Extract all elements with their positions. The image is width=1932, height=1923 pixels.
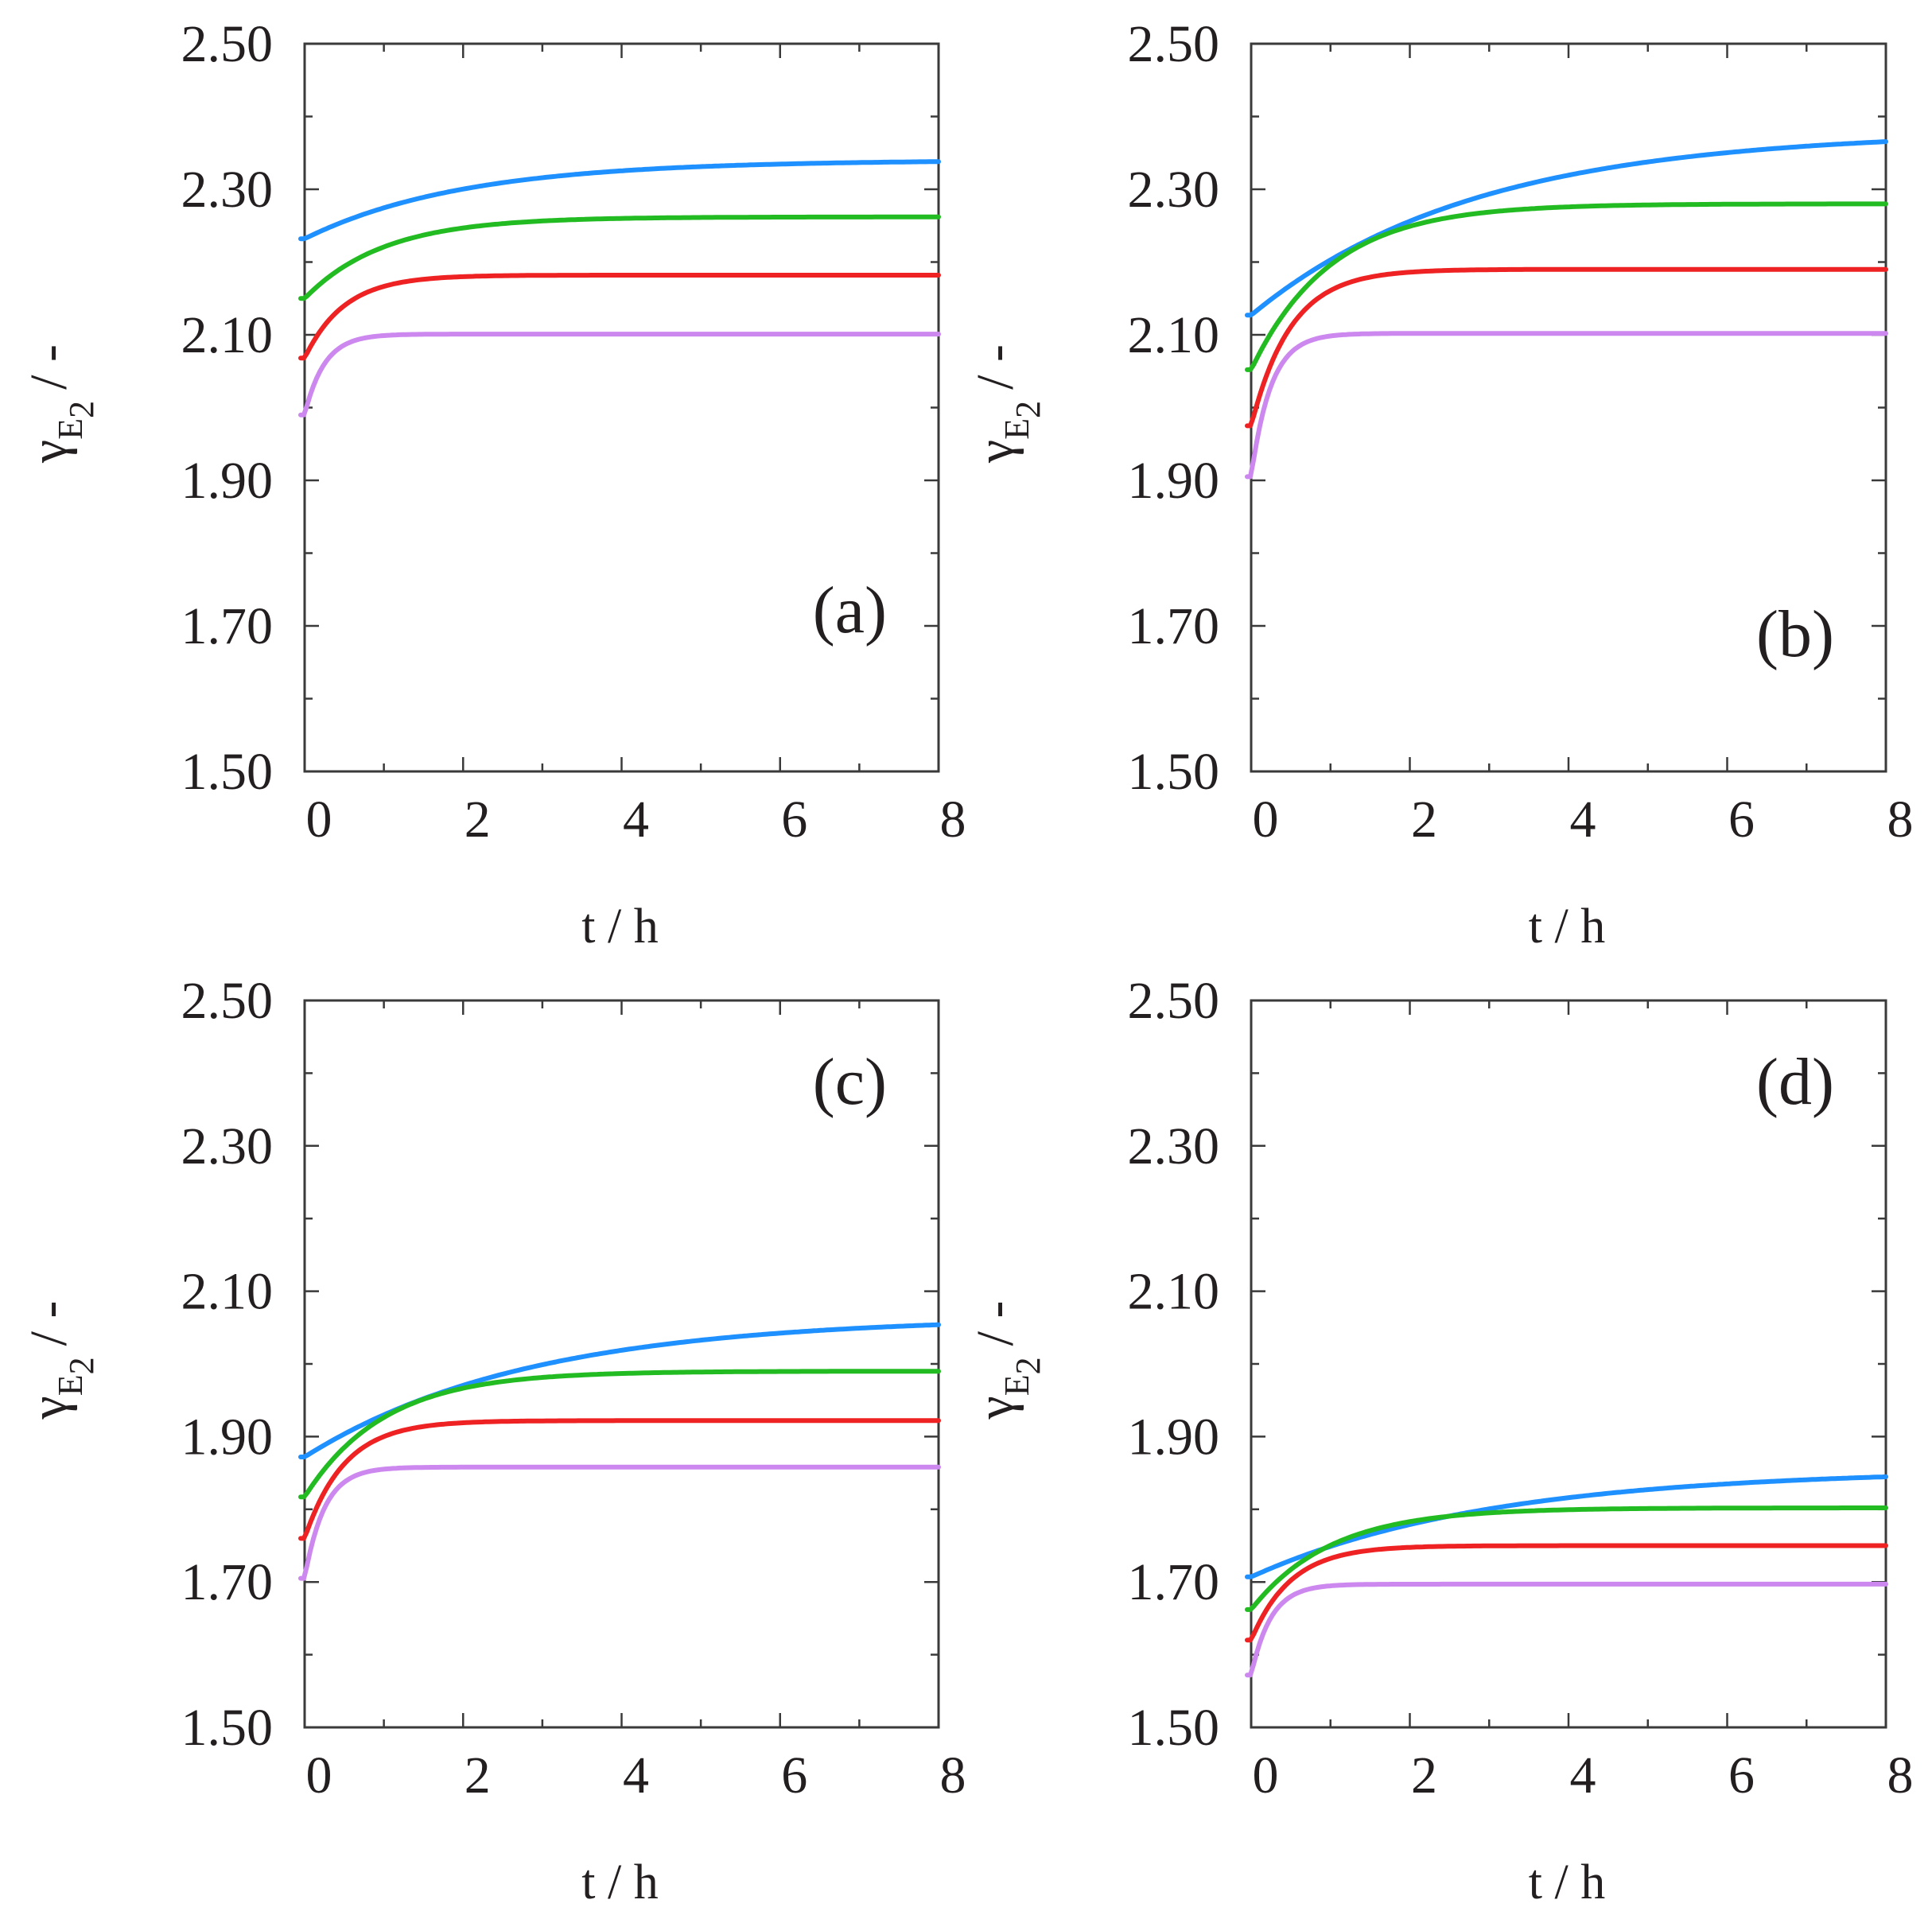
x-tick-label: 4 [623,791,649,849]
y-tick-label: 2.10 [1128,1263,1220,1321]
series-line-green [1245,201,1888,372]
y-tick-label: 1.90 [1128,452,1220,510]
y-tick-label: 2.50 [1128,15,1220,73]
y-tick-label: 1.70 [1128,597,1220,655]
x-tick-label: 6 [1728,791,1755,849]
series-line-blue [298,1322,941,1459]
x-tick-label: 4 [1570,1746,1596,1805]
series-line-green [298,214,941,301]
x-tick-label: 6 [781,791,807,849]
x-tick-label: 2 [1411,791,1437,849]
x-tick-label: 8 [940,791,966,849]
y-tick-label: 2.50 [181,15,274,73]
y-axis-subsubscript: 2 [62,1357,101,1374]
y-axis-label: γE2 / - [966,344,1048,464]
series-line-red [298,1418,941,1541]
series-line-blue [298,159,941,242]
x-tick-label: 2 [1411,1746,1437,1805]
panel-label: (a) [813,573,887,647]
y-axis-subscript: E [51,418,90,440]
x-tick-label: 8 [940,1746,966,1805]
y-tick-label: 2.30 [1128,1117,1220,1175]
y-axis-subsubscript: 2 [1009,401,1048,418]
series-line-violet [298,1464,941,1581]
panel-label: (d) [1756,1045,1834,1119]
y-axis-label: γE2 / - [20,1301,101,1420]
series-line-green [298,1369,941,1500]
x-tick-label: 8 [1887,1746,1914,1805]
y-axis-subscript: E [51,1374,90,1396]
x-tick-label: 0 [306,1746,332,1805]
x-axis-label: t / h [1529,1855,1605,1909]
y-axis-symbol: γ [966,440,1024,464]
series-line-red [298,273,941,361]
x-tick-label: 8 [1887,791,1914,849]
x-axis-label: t / h [581,1855,658,1909]
y-tick-label: 1.90 [181,1408,274,1466]
y-tick-label: 2.10 [181,1263,274,1321]
panel-label: (b) [1756,597,1834,671]
y-tick-label: 1.90 [1128,1408,1220,1466]
y-axis-label: γE2 / - [20,344,101,464]
series-line-violet [1245,1581,1888,1678]
y-tick-label: 2.10 [181,306,274,364]
y-tick-label: 1.50 [1128,1699,1220,1757]
y-tick-label: 1.70 [181,597,274,655]
y-axis-unit: / - [966,344,1024,390]
y-tick-label: 1.90 [181,452,274,510]
x-tick-label: 0 [1253,791,1279,849]
x-tick-label: 4 [623,1746,649,1805]
series-line-blue [1245,1474,1888,1579]
y-axis-label: γE2 / - [966,1301,1048,1420]
series-line-blue [1245,139,1888,318]
y-axis-symbol: γ [20,440,78,464]
x-axis-label: t / h [581,899,658,954]
x-tick-label: 4 [1570,791,1596,849]
y-axis-subsubscript: 2 [62,401,101,418]
y-tick-label: 2.10 [1128,306,1220,364]
plot-frame [303,42,940,773]
y-axis-subsubscript: 2 [1009,1357,1048,1374]
x-axis-label: t / h [1529,899,1605,954]
series-line-red [1245,1543,1888,1643]
y-tick-label: 1.50 [1128,743,1220,801]
series-line-red [1245,266,1888,429]
y-axis-subscript: E [997,1374,1036,1396]
y-axis-symbol: γ [20,1396,78,1420]
y-axis-unit: / - [20,1301,78,1346]
y-tick-label: 2.50 [181,972,274,1030]
y-tick-label: 1.70 [1128,1553,1220,1611]
y-tick-label: 2.50 [1128,972,1220,1030]
y-tick-label: 2.30 [1128,161,1220,219]
x-tick-label: 6 [781,1746,807,1805]
x-tick-label: 2 [465,791,491,849]
y-tick-label: 1.50 [181,743,274,801]
y-tick-label: 2.30 [181,161,274,219]
y-tick-label: 2.30 [181,1117,274,1175]
series-line-violet [1245,331,1888,480]
panel-label: (c) [813,1045,887,1119]
x-tick-label: 6 [1728,1746,1755,1805]
series-line-violet [298,332,941,418]
x-tick-label: 2 [465,1746,491,1805]
y-tick-label: 1.70 [181,1553,274,1611]
x-tick-label: 0 [1253,1746,1279,1805]
y-axis-symbol: γ [966,1396,1024,1420]
x-tick-label: 0 [306,791,332,849]
y-axis-subscript: E [997,418,1036,440]
y-tick-label: 1.50 [181,1699,274,1757]
y-axis-unit: / - [966,1301,1024,1346]
series-line-green [1245,1505,1888,1612]
y-axis-unit: / - [20,344,78,390]
